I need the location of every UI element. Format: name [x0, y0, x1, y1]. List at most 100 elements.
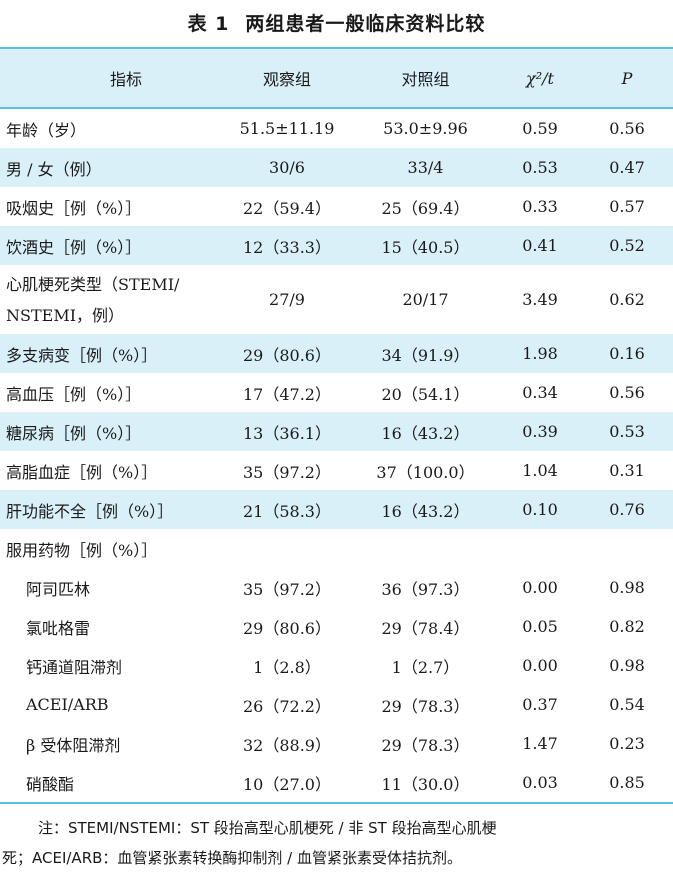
control-value: 16（43.2）: [381, 501, 470, 521]
p-value: 0.85: [609, 773, 645, 792]
observation-value: 13（36.1）: [243, 423, 331, 443]
statistic-value: 0.00: [522, 578, 558, 597]
table-row: 心肌梗死类型（STEMI/ NSTEMI，例） 27/9 20/17 3.49 …: [0, 265, 673, 334]
control-value: 25（69.4）: [381, 198, 470, 218]
p-value: 0.57: [609, 197, 645, 216]
header-indicator: 指标: [109, 70, 142, 89]
control-value: 1（2.7）: [391, 657, 460, 677]
statistic-value: 0.05: [522, 617, 558, 636]
statistic-value: 0.59: [522, 119, 558, 138]
table-row: 男 / 女（例） 30/6 33/4 0.53 0.47: [0, 148, 673, 187]
control-value: 15（40.5）: [381, 237, 470, 257]
row-label-line2: NSTEMI，例）: [6, 305, 125, 325]
table-row: β 受体阻滞剂 32（88.9） 29（78.3） 1.47 0.23: [0, 724, 673, 763]
header-p-value: P: [621, 68, 633, 88]
footnote-line2: 死；ACEI/ARB：血管紧张素转换酶抑制剂 / 血管紧张素受体拮抗剂。: [2, 849, 462, 867]
table-header-row: 指标 观察组 对照组 χ²/t P: [0, 47, 673, 109]
p-value: 0.76: [609, 500, 645, 519]
row-label: 年龄（岁）: [6, 120, 87, 140]
observation-value: 29（80.6）: [243, 345, 331, 365]
row-label: 高血压［例（%）］: [6, 384, 142, 404]
statistic-value: 1.47: [522, 734, 558, 753]
p-value: 0.56: [609, 119, 645, 138]
table-row: 年龄（岁） 51.5±11.19 53.0±9.96 0.59 0.56: [0, 109, 673, 148]
control-value: 16（43.2）: [381, 423, 470, 443]
p-value: 0.62: [609, 290, 645, 309]
observation-value: 32（88.9）: [243, 735, 331, 755]
observation-value: 17（47.2）: [243, 384, 331, 404]
statistic-value: 0.00: [522, 656, 558, 675]
table-row: ACEI/ARB 26（72.2） 29（78.3） 0.37 0.54: [0, 685, 673, 724]
row-label: 服用药物［例（%）］: [6, 540, 158, 560]
statistic-value: 0.37: [522, 695, 558, 714]
statistic-value: 0.10: [522, 500, 558, 519]
table-row: 吸烟史［例（%）］ 22（59.4） 25（69.4） 0.33 0.57: [0, 187, 673, 226]
control-value: 20/17: [402, 290, 449, 309]
observation-value: 29（80.6）: [243, 618, 331, 638]
p-value: 0.23: [609, 734, 645, 753]
row-label: 心肌梗死类型（STEMI/ NSTEMI，例）: [0, 269, 222, 331]
statistic-value: 0.33: [522, 197, 558, 216]
observation-value: 35（97.2）: [243, 579, 331, 599]
p-value: 0.53: [609, 422, 645, 441]
p-value: 0.56: [609, 383, 645, 402]
statistic-value: 0.34: [522, 383, 558, 402]
observation-value: 10（27.0）: [243, 774, 331, 794]
p-value: 0.98: [609, 656, 645, 675]
header-observation-group: 观察组: [262, 70, 311, 89]
row-label: 阿司匹林: [26, 579, 91, 599]
control-value: 29（78.3）: [381, 696, 470, 716]
control-value: 29（78.3）: [381, 735, 470, 755]
row-label-line1: 心肌梗死类型（STEMI/: [6, 274, 180, 294]
row-label: 糖尿病［例（%）］: [6, 423, 142, 443]
table-row: 糖尿病［例（%）］ 13（36.1） 16（43.2） 0.39 0.53: [0, 412, 673, 451]
row-label: 多支病变［例（%）］: [6, 345, 158, 365]
table-row: 肝功能不全［例（%）］ 21（58.3） 16（43.2） 0.10 0.76: [0, 490, 673, 529]
statistic-value: 0.53: [522, 158, 558, 177]
p-value: 0.31: [609, 461, 645, 480]
p-value: 0.54: [609, 695, 645, 714]
header-statistic: χ²/t: [526, 68, 554, 88]
footnote-line1: 注：STEMI/NSTEMI：ST 段抬高型心肌梗死 / 非 ST 段抬高型心肌…: [38, 819, 497, 837]
control-value: 20（54.1）: [381, 384, 470, 404]
table-row: 高血压［例（%）］ 17（47.2） 20（54.1） 0.34 0.56: [0, 373, 673, 412]
statistic-value: 1.04: [522, 461, 558, 480]
observation-value: 12（33.3）: [243, 237, 331, 257]
table-row: 饮酒史［例（%）］ 12（33.3） 15（40.5） 0.41 0.52: [0, 226, 673, 265]
table-row: 服用药物［例（%）］: [0, 529, 673, 568]
control-value: 33/4: [407, 158, 444, 177]
control-value: 53.0±9.96: [383, 119, 468, 138]
row-label: 男 / 女（例）: [6, 159, 102, 179]
row-label: 高脂血症［例（%）］: [6, 462, 158, 482]
control-value: 34（91.9）: [381, 345, 470, 365]
control-value: 29（78.4）: [381, 618, 470, 638]
observation-value: 22（59.4）: [243, 198, 331, 218]
table-row: 高脂血症［例（%）］ 35（97.2） 37（100.0） 1.04 0.31: [0, 451, 673, 490]
table-row: 硝酸酯 10（27.0） 11（30.0） 0.03 0.85: [0, 763, 673, 804]
table-title: 表 1 两组患者一般临床资料比较: [0, 6, 673, 42]
table-caption: 两组患者一般临床资料比较: [245, 13, 486, 35]
row-label: 钙通道阻滞剂: [26, 657, 123, 677]
p-value: 0.16: [609, 344, 645, 363]
observation-value: 1（2.8）: [253, 657, 321, 677]
table-number: 表 1: [187, 13, 230, 35]
clinical-data-table: 指标 观察组 对照组 χ²/t P 年龄（岁） 51.5±11.19 53.0±…: [0, 47, 673, 804]
observation-value: 27/9: [269, 290, 305, 309]
observation-value: 51.5±11.19: [239, 119, 335, 138]
row-label: 氯吡格雷: [26, 618, 91, 638]
row-label: 肝功能不全［例（%）］: [6, 501, 174, 521]
statistic-value: 3.49: [522, 290, 558, 309]
row-label: ACEI/ARB: [26, 695, 109, 714]
row-label: 硝酸酯: [26, 774, 75, 794]
table-row: 钙通道阻滞剂 1（2.8） 1（2.7） 0.00 0.98: [0, 646, 673, 685]
table-row: 多支病变［例（%）］ 29（80.6） 34（91.9） 1.98 0.16: [0, 334, 673, 373]
control-value: 36（97.3）: [381, 579, 470, 599]
p-value: 0.82: [609, 617, 645, 636]
observation-value: 21（58.3）: [243, 501, 331, 521]
table-row: 氯吡格雷 29（80.6） 29（78.4） 0.05 0.82: [0, 607, 673, 646]
control-value: 11（30.0）: [381, 774, 470, 794]
statistic-value: 1.98: [522, 344, 558, 363]
observation-value: 26（72.2）: [243, 696, 331, 716]
observation-value: 35（97.2）: [243, 462, 331, 482]
statistic-value: 0.39: [522, 422, 558, 441]
